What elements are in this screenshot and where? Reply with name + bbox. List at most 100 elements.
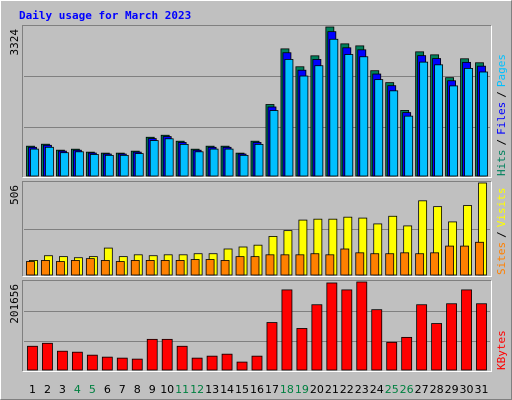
x-tick-label: 5 (89, 383, 96, 396)
bar (389, 90, 399, 177)
bar (266, 322, 278, 371)
bar (475, 241, 484, 276)
bar (179, 143, 189, 177)
bar (191, 357, 203, 371)
panel-border-dark (22, 280, 492, 372)
bar (310, 253, 320, 276)
x-tick-label: 28 (430, 383, 444, 396)
bar (250, 256, 260, 276)
bar (479, 71, 488, 177)
x-tick-label: 3 (59, 383, 66, 396)
legend-separator: / (495, 231, 508, 238)
bar (280, 254, 290, 276)
bar (254, 143, 264, 177)
x-tick-label: 18 (280, 383, 294, 396)
bar (430, 252, 440, 276)
legend-separator: / (495, 91, 508, 98)
bar (341, 289, 353, 371)
bar (325, 254, 335, 276)
bar (101, 356, 113, 371)
bar (131, 358, 143, 371)
bar (42, 342, 53, 371)
bar (416, 304, 428, 371)
bar (119, 154, 129, 177)
bar (404, 115, 414, 177)
bar (60, 152, 69, 177)
bar (329, 38, 339, 177)
bar (284, 59, 294, 177)
bar (235, 256, 245, 276)
bar (239, 154, 249, 177)
bar (160, 260, 170, 276)
bar (56, 261, 65, 276)
legend: KBytes (495, 330, 508, 370)
bar (26, 261, 35, 276)
x-tick-label: 2 (44, 383, 51, 396)
bar (371, 309, 383, 371)
bar (57, 350, 68, 371)
bar (45, 146, 54, 177)
bar (86, 354, 98, 371)
x-tick-label: 23 (355, 383, 369, 396)
panel-border-light (22, 280, 492, 372)
bar (89, 154, 99, 177)
bar (190, 259, 200, 276)
bar (434, 64, 444, 177)
bar (236, 361, 248, 371)
x-tick-label: 11 (175, 383, 189, 396)
x-tick-label: 29 (445, 383, 459, 396)
bar (386, 341, 398, 371)
x-tick-label: 13 (205, 383, 219, 396)
bar (340, 248, 350, 276)
bar (130, 260, 140, 276)
bar (400, 252, 410, 276)
x-tick-label: 9 (149, 383, 156, 396)
legend-entry: Files (495, 102, 508, 135)
bar (149, 140, 159, 177)
legend-entry: Sites (495, 242, 508, 275)
x-tick-label: 16 (250, 383, 264, 396)
bar (27, 345, 38, 371)
x-tick-label: 19 (295, 383, 309, 396)
y-tick-label: 506 (8, 185, 21, 205)
x-tick-label: 6 (104, 383, 111, 396)
bar (85, 258, 95, 276)
bar (295, 254, 305, 276)
bar (299, 75, 309, 177)
bar (100, 260, 110, 276)
bar (30, 148, 39, 177)
bar (460, 245, 469, 276)
bar (355, 252, 365, 276)
bar (344, 54, 354, 177)
bar (145, 260, 155, 276)
bar (224, 148, 234, 177)
bar (164, 138, 174, 177)
legend-entry: Visits (495, 188, 508, 228)
x-tick-label: 25 (385, 383, 399, 396)
x-tick-label: 22 (340, 383, 354, 396)
legend-entry: Hits (495, 150, 508, 177)
bar (146, 338, 158, 371)
x-tick-label: 12 (190, 383, 204, 396)
chart-title: Daily usage for March 2023 (19, 9, 191, 22)
bar (449, 85, 458, 177)
panel-border-dark (22, 181, 492, 277)
x-tick-label: 8 (134, 383, 141, 396)
bar (220, 260, 230, 276)
bar (251, 355, 263, 371)
panel-border-dark (22, 25, 492, 178)
bar (281, 289, 293, 371)
x-tick-label: 24 (370, 383, 384, 396)
bar (314, 65, 324, 177)
x-tick-label: 7 (119, 383, 126, 396)
bar (209, 148, 219, 177)
bar (104, 154, 114, 177)
bar (74, 151, 84, 177)
bar (464, 68, 473, 177)
x-tick-label: 14 (220, 383, 234, 396)
x-tick-label: 26 (400, 383, 414, 396)
panel-border-light (22, 25, 492, 178)
x-tick-label: 17 (265, 383, 279, 396)
